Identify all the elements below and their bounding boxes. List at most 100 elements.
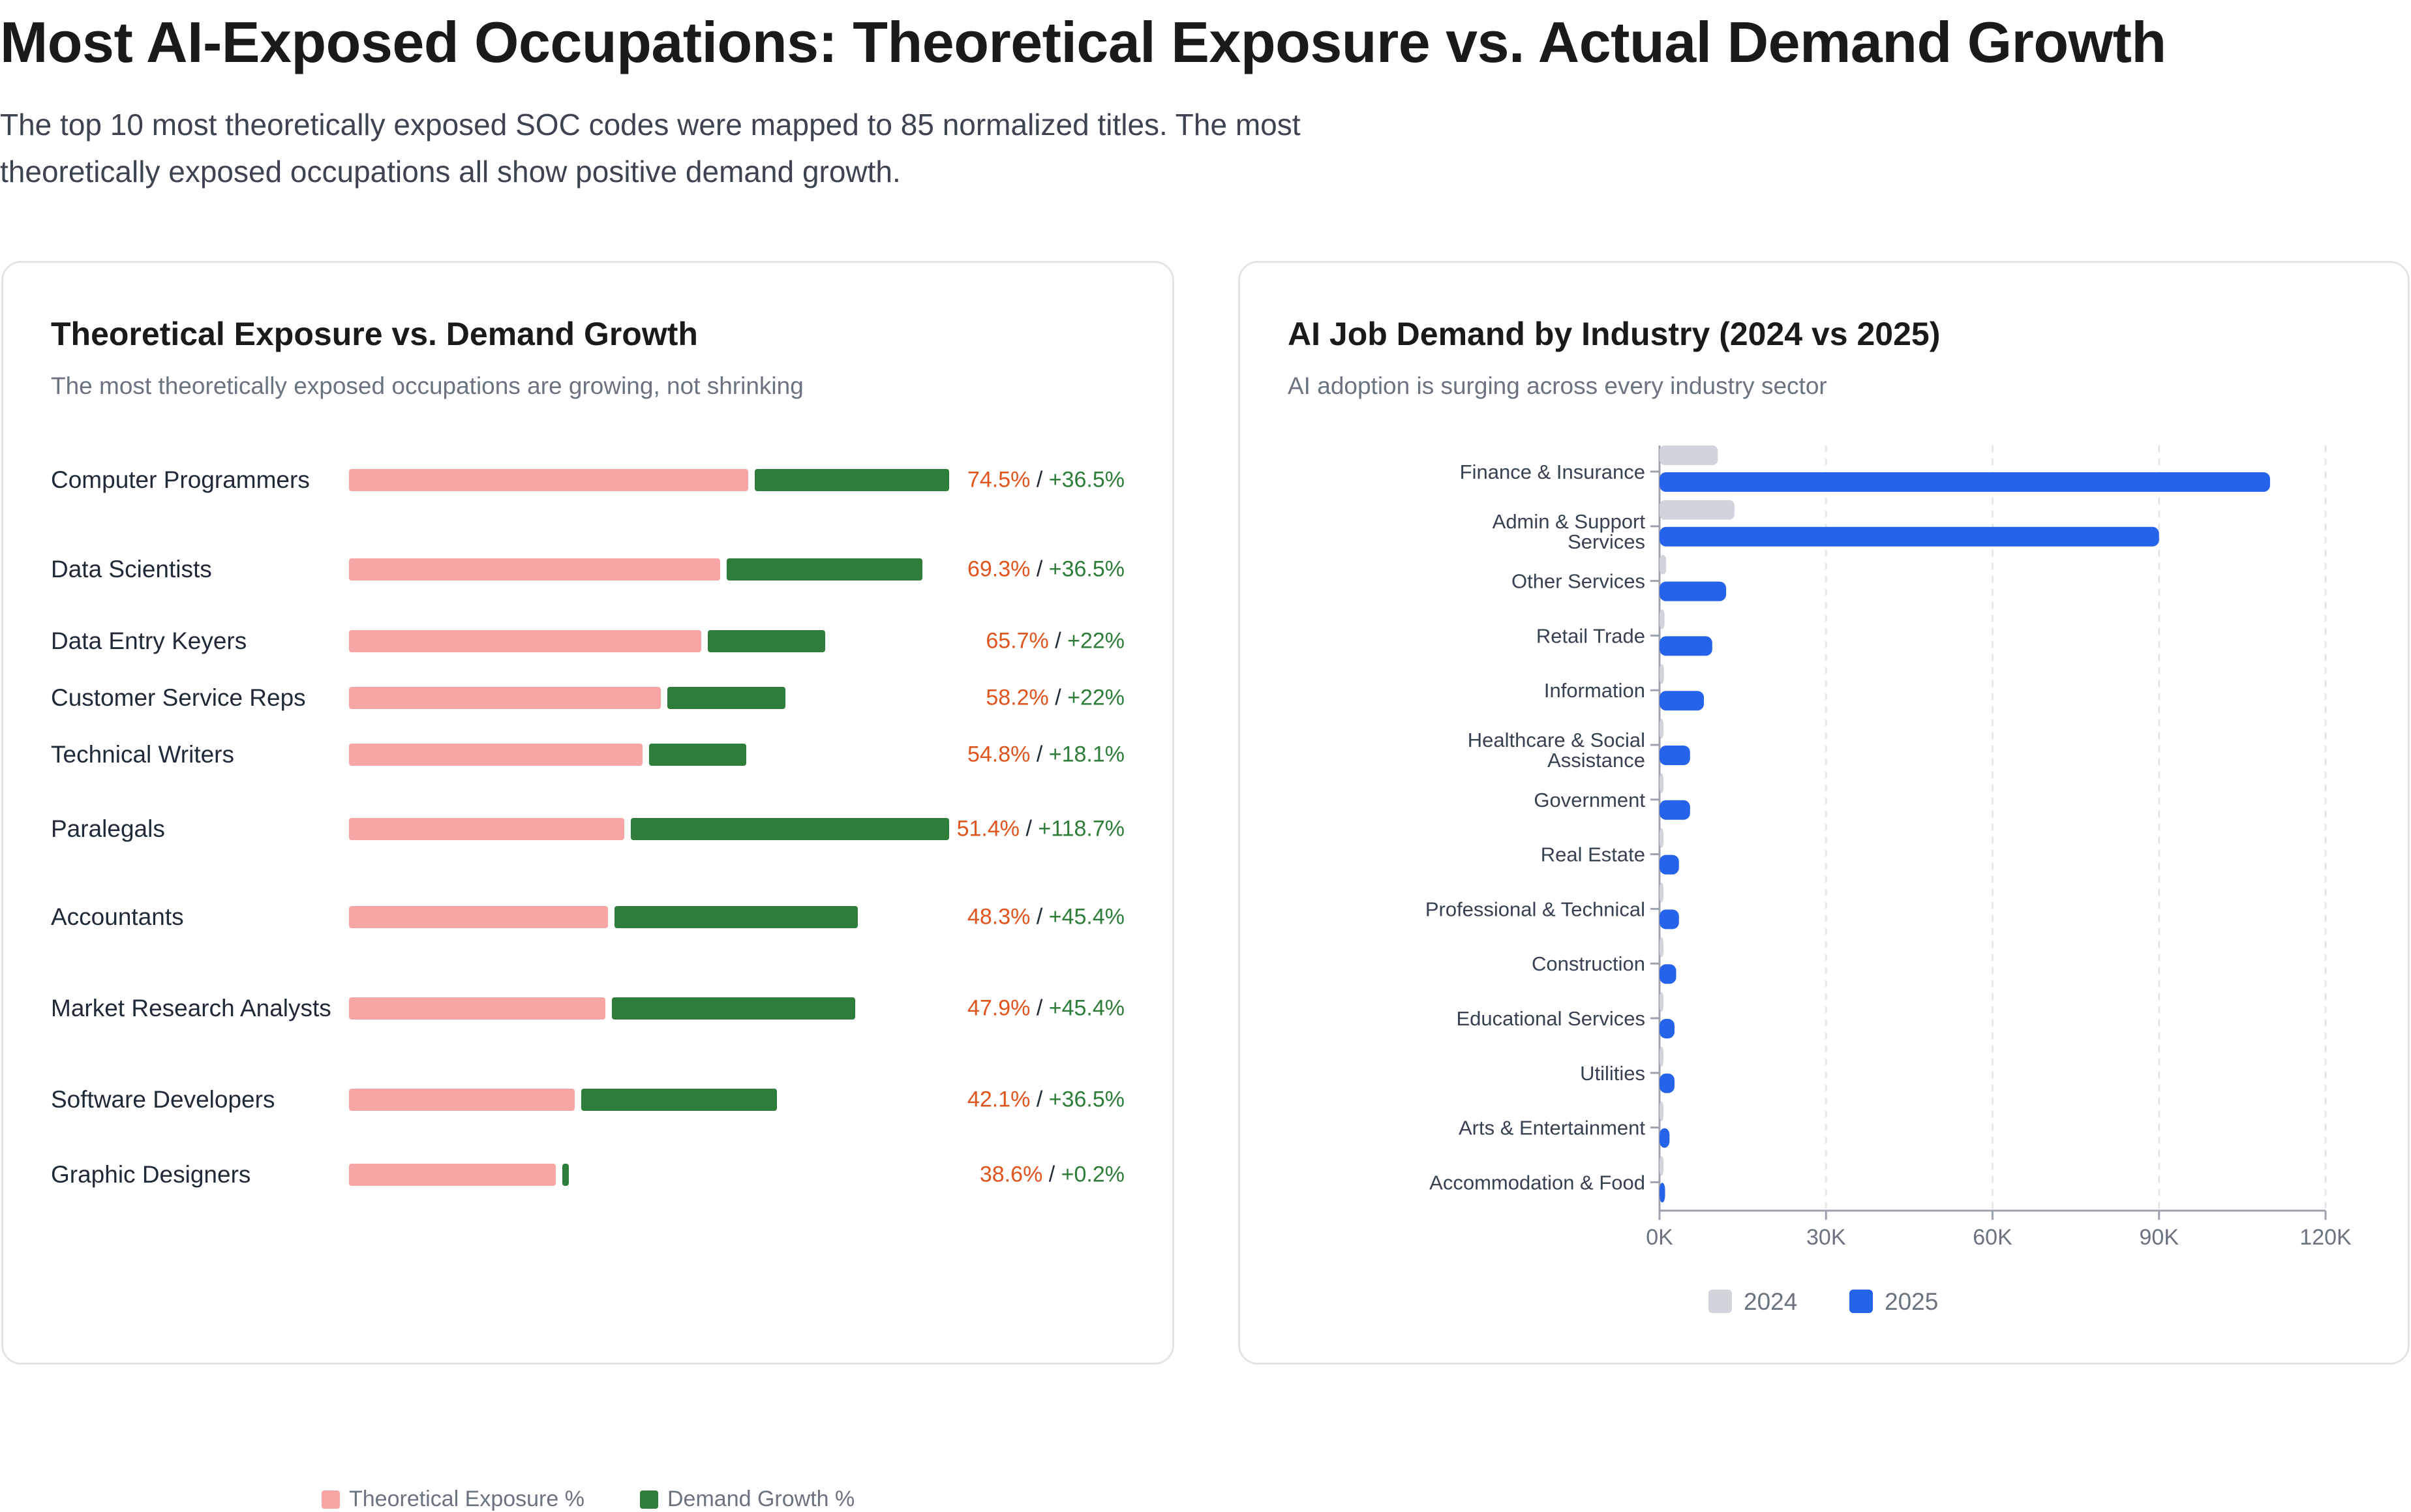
- bar-2024: [1660, 554, 1667, 575]
- y-tick-label: Educational Services: [1457, 1007, 1646, 1030]
- page-title: Most AI-Exposed Occupations: Theoretical…: [0, 10, 2166, 74]
- bar-2025: [1660, 800, 1690, 820]
- y-tick-label: Other Services: [1511, 570, 1645, 593]
- legend-2025-swatch: [1849, 1290, 1873, 1313]
- bar-2025: [1660, 581, 1727, 601]
- bar-2024: [1660, 883, 1663, 903]
- bar-2025: [1660, 636, 1712, 656]
- row-values: 42.1% / +36.5%: [929, 1083, 1125, 1117]
- row-label: Graphic Designers: [51, 1161, 251, 1188]
- growth-bar: [562, 1164, 569, 1186]
- exposure-card: Theoretical Exposure vs. Demand Growth T…: [1, 261, 1174, 1511]
- x-tick-label: 60K: [1973, 1225, 2012, 1250]
- exposure-value: 58.2%: [986, 685, 1049, 710]
- bar-2024: [1660, 992, 1663, 1012]
- exposure-bar: [349, 558, 721, 581]
- exposure-bar: [349, 997, 606, 1020]
- legend-2024-label: 2024: [1744, 1288, 1797, 1315]
- growth-value: +36.5%: [1048, 1087, 1125, 1112]
- page-subtitle: The top 10 most theoretically exposed SO…: [0, 108, 1301, 189]
- legend-exposure: Theoretical Exposure %: [322, 1487, 584, 1512]
- value-separator: /: [1048, 685, 1068, 710]
- row-label: Computer Programmers: [51, 466, 310, 493]
- bar-2025: [1660, 1128, 1670, 1148]
- value-separator: /: [1030, 995, 1049, 1021]
- legend-exposure-swatch: [322, 1490, 340, 1509]
- value-separator: /: [1030, 904, 1049, 930]
- row-label: Paralegals: [51, 815, 165, 842]
- exposure-value: 54.8%: [967, 742, 1031, 767]
- growth-value: +18.1%: [1048, 742, 1125, 767]
- bar-2024: [1660, 719, 1663, 738]
- bar-2025: [1660, 909, 1679, 930]
- growth-value: +36.5%: [1048, 556, 1125, 582]
- growth-bar: [754, 469, 949, 491]
- bar-2025: [1660, 964, 1676, 984]
- exposure-bar: [349, 469, 748, 491]
- page: Most AI-Exposed Occupations: Theoretical…: [0, 10, 2410, 1511]
- legend-growth-swatch: [640, 1490, 658, 1509]
- row-label: Data Scientists: [51, 556, 212, 582]
- exposure-bar: [349, 1089, 575, 1111]
- bar-2024: [1660, 500, 1735, 520]
- growth-bar: [707, 630, 826, 652]
- value-separator: /: [1030, 1087, 1049, 1112]
- growth-bar: [581, 1089, 777, 1111]
- row-values: 54.8% / +18.1%: [929, 738, 1125, 772]
- row-label: Accountants: [51, 903, 184, 930]
- industry-card: AI Job Demand by Industry (2024 vs 2025)…: [1238, 261, 2410, 1365]
- y-tick-label: Retail Trade: [1536, 624, 1645, 647]
- exposure-value: 51.4%: [956, 816, 1020, 841]
- value-separator: /: [1030, 556, 1049, 582]
- exposure-value: 42.1%: [967, 1087, 1031, 1112]
- bar-2024: [1660, 1101, 1663, 1121]
- bar-2024: [1660, 1156, 1663, 1176]
- exposure-bar: [349, 1164, 556, 1186]
- bar-2025: [1660, 1073, 1675, 1093]
- growth-value: +0.2%: [1061, 1162, 1125, 1187]
- legend-growth: Demand Growth %: [640, 1487, 855, 1512]
- bar-2025: [1660, 526, 2159, 547]
- exposure-card-title: Theoretical Exposure vs. Demand Growth: [51, 316, 698, 352]
- exposure-bar: [349, 744, 643, 766]
- y-tick-label: Admin & Support Services: [1493, 510, 1646, 553]
- y-tick-label: Construction: [1532, 952, 1645, 975]
- legend-2025-label: 2025: [1885, 1288, 1938, 1315]
- row-values: 58.2% / +22%: [929, 682, 1125, 715]
- y-tick-label: Arts & Entertainment: [1459, 1117, 1645, 1140]
- value-separator: /: [1030, 742, 1049, 767]
- growth-value: +36.5%: [1048, 467, 1125, 492]
- legend-exposure-label: Theoretical Exposure %: [349, 1487, 584, 1511]
- row-values: 69.3% / +36.5%: [929, 553, 1125, 586]
- bar-2024: [1660, 446, 1718, 465]
- bar-2025: [1660, 472, 2270, 492]
- exposure-bar: [349, 906, 608, 928]
- row-values: 38.6% / +0.2%: [929, 1158, 1125, 1192]
- industry-card-subtitle: AI adoption is surging across every indu…: [1288, 372, 1827, 399]
- bar-2024: [1660, 664, 1664, 684]
- y-tick-label: Government: [1534, 789, 1645, 811]
- growth-bar: [612, 997, 856, 1020]
- exposure-card-subtitle: The most theoretically exposed occupatio…: [51, 372, 804, 399]
- exposure-value: 38.6%: [979, 1162, 1043, 1187]
- row-values: 47.9% / +45.4%: [929, 992, 1125, 1025]
- row-values: 51.4% / +118.7%: [929, 813, 1125, 846]
- exposure-value: 74.5%: [967, 467, 1031, 492]
- y-tick-label: Healthcare & Social Assistance: [1468, 729, 1645, 772]
- row-label: Technical Writers: [51, 741, 235, 768]
- bar-2025: [1660, 746, 1690, 765]
- growth-bar: [631, 818, 949, 840]
- row-label: Customer Service Reps: [51, 684, 306, 711]
- growth-value: +45.4%: [1048, 904, 1125, 930]
- y-tick-label: Utilities: [1580, 1062, 1645, 1085]
- bar-2025: [1660, 1183, 1665, 1203]
- growth-value: +45.4%: [1048, 995, 1125, 1021]
- x-tick-label: 30K: [1806, 1225, 1846, 1250]
- row-label: Market Research Analysts: [51, 995, 331, 1021]
- industry-chart: 0K 30K 60K 90K 120K Finance & Insurance Admin …: [1425, 446, 2352, 1315]
- growth-value: +118.7%: [1038, 816, 1125, 841]
- x-tick-label: 120K: [2299, 1225, 2352, 1250]
- exposure-value: 48.3%: [967, 904, 1031, 930]
- legend-growth-label: Demand Growth %: [667, 1487, 855, 1511]
- value-separator: /: [1030, 467, 1049, 492]
